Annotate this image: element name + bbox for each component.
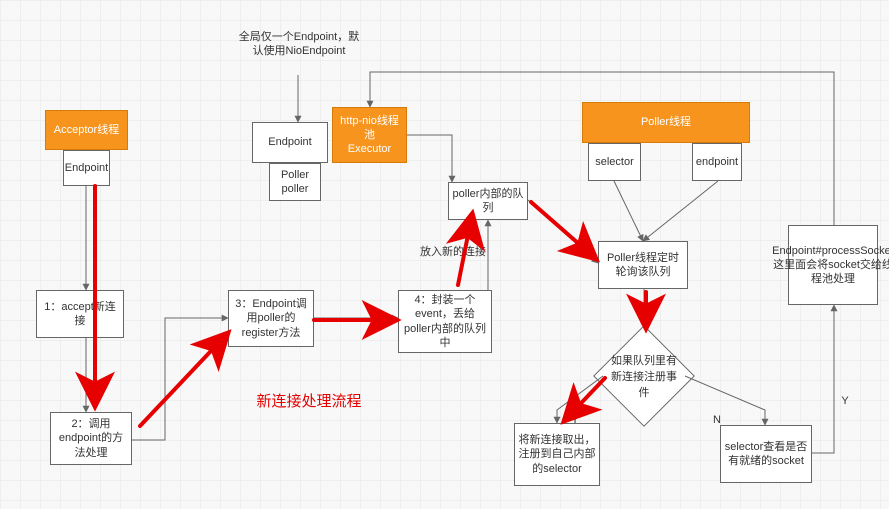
node-step1: 1：accept新连接 (36, 290, 124, 338)
node-poller_thread: Poller线程 (582, 102, 750, 143)
node-put_label: 放入新的连接 (408, 245, 498, 259)
node-step2: 2：调用endpoint的方法处理 (50, 412, 132, 465)
node-sel_check: selector查看是否有就绪的socket (720, 425, 812, 483)
node-red_flow: 新连接处理流程 (234, 392, 384, 412)
node-endpoint_box: Endpoint (252, 122, 328, 163)
node-poller_sub: Pollerpoller (269, 163, 321, 201)
node-acceptor: Acceptor线程 (45, 110, 128, 150)
node-endpoint2: endpoint (692, 143, 742, 181)
node-step3: 3：Endpoint调用poller的register方法 (228, 290, 314, 347)
node-register: 将新连接取出，注册到自己内部的selector (514, 423, 600, 486)
node-selector: selector (588, 143, 641, 181)
node-poller_queue: poller内部的队列 (448, 182, 528, 220)
node-n1: N (710, 413, 724, 427)
node-endpoint1: Endpoint (63, 150, 110, 186)
node-y2: Y (838, 394, 852, 408)
node-httpnio: http-nio线程池Executor (332, 107, 407, 163)
node-poll_timer: Poller线程定时轮询该队列 (598, 241, 688, 289)
node-process: Endpoint#processSocket这里面会将socket交给线程池处理 (788, 225, 878, 305)
node-y1: Y (568, 413, 582, 427)
node-diamond: 如果队列里有新连接注册事件 (593, 325, 695, 427)
node-step4: 4：封装一个event，丢给poller内部的队列中 (398, 290, 492, 353)
node-top_note: 全局仅一个Endpoint，默认使用NioEndpoint (234, 30, 364, 75)
